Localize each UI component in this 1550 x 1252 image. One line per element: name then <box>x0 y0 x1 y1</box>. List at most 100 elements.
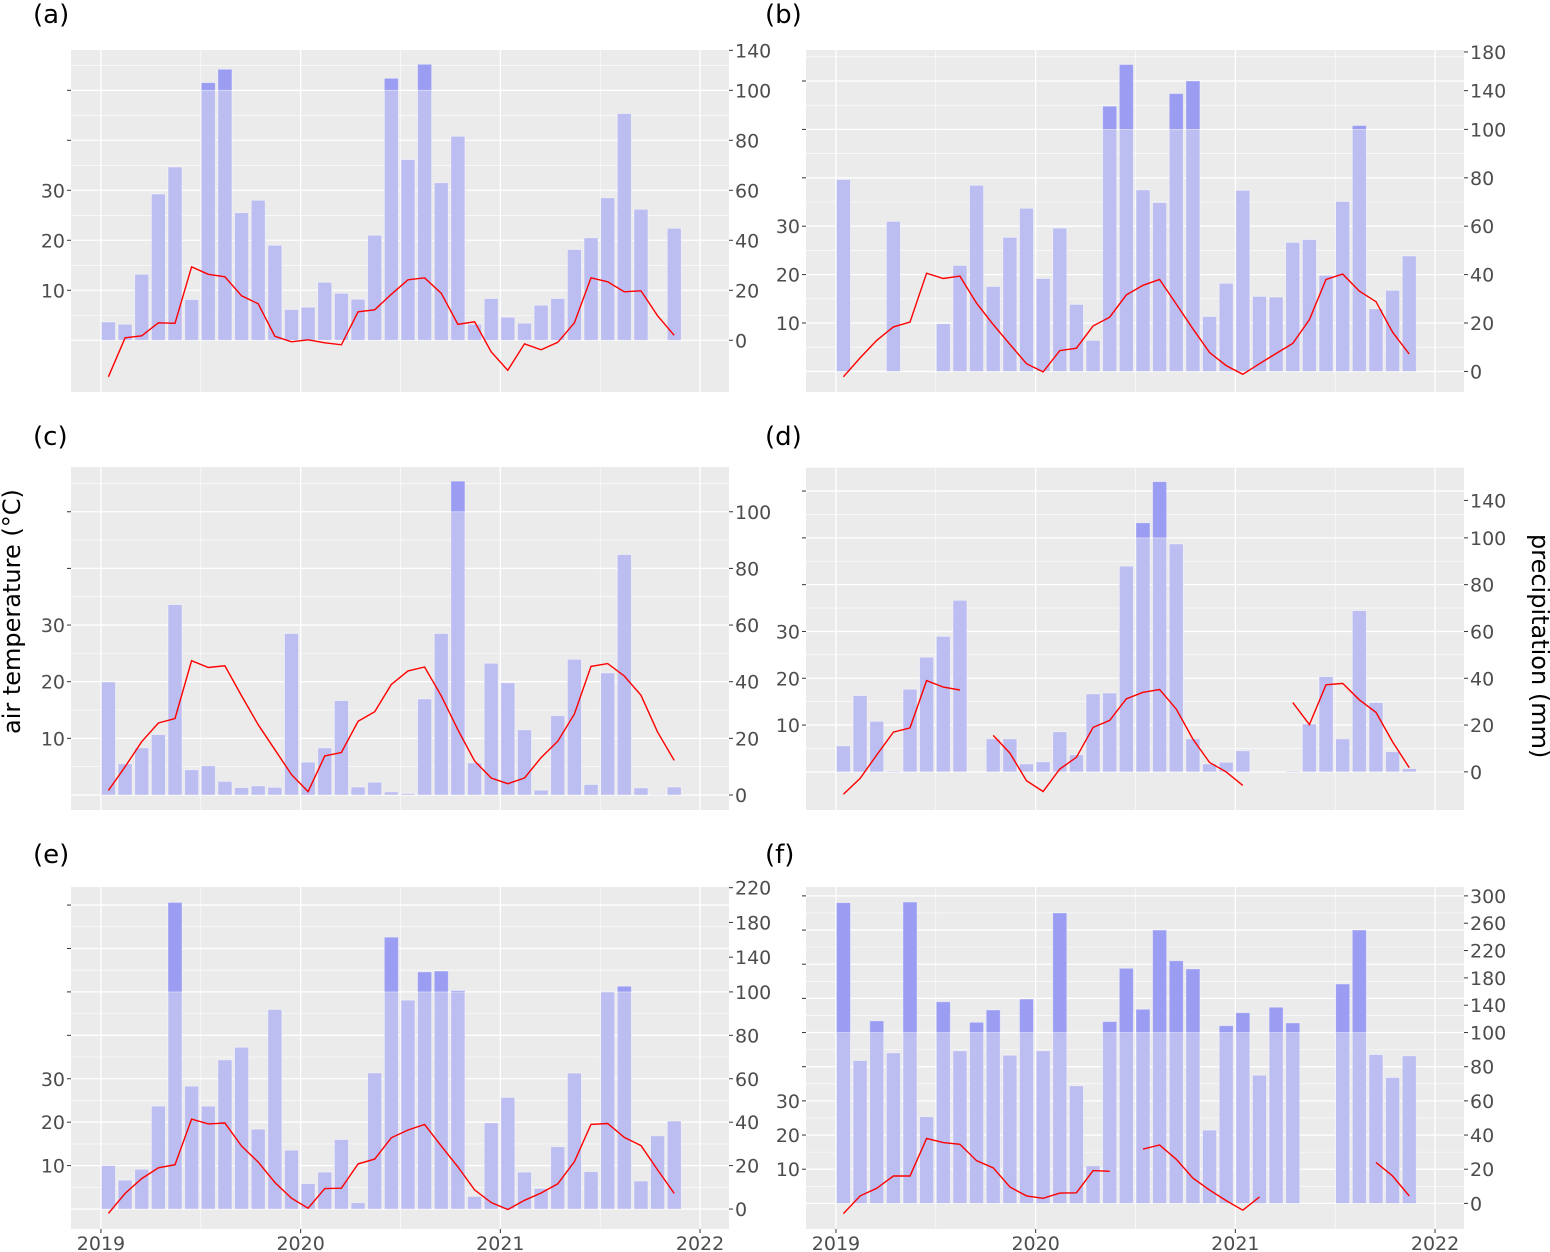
precip-tick-label: 80 <box>1470 1057 1494 1079</box>
precip-bar-above-break <box>935 1001 951 1033</box>
year-tick-label: 2022 <box>1411 1233 1459 1252</box>
precip-bar-above-break <box>1235 1012 1251 1033</box>
precip-bar <box>1351 128 1367 372</box>
precip-bar <box>300 761 316 796</box>
temp-tick-label: 20 <box>41 1112 65 1134</box>
precip-bar <box>533 1187 549 1210</box>
precip-bar <box>284 1149 299 1210</box>
precip-bar-above-break <box>383 77 399 91</box>
precip-tick-label: 100 <box>735 982 771 1004</box>
precip-tick-label: 140 <box>1470 490 1506 512</box>
precip-bar <box>836 745 851 773</box>
precip-tick-label: 60 <box>1470 621 1494 643</box>
precip-bar <box>1052 1032 1068 1204</box>
precip-bar <box>1085 340 1101 372</box>
precip-bar <box>101 1165 116 1210</box>
precip-bar <box>1318 274 1334 372</box>
precip-bar <box>317 1171 333 1210</box>
precip-bar <box>450 135 466 341</box>
precip-bar <box>1118 565 1134 773</box>
precip-bar <box>1385 751 1400 773</box>
precip-bar <box>217 780 233 796</box>
precip-bar <box>383 991 399 1210</box>
precip-bar <box>1002 1054 1018 1204</box>
precip-bar <box>1052 227 1068 372</box>
precip-bar <box>483 298 499 341</box>
precip-bar <box>334 1139 349 1210</box>
precip-bar <box>919 1116 935 1204</box>
precip-bar <box>1235 1032 1251 1204</box>
precip-tick-label: 80 <box>1470 575 1494 597</box>
precip-bar <box>1218 1032 1234 1204</box>
precip-bar <box>1302 239 1317 372</box>
precip-bar-above-break <box>969 1021 984 1033</box>
precip-bar <box>567 658 582 796</box>
precip-bar <box>885 220 901 372</box>
temperature-line <box>107 265 675 378</box>
precip-bar <box>1085 693 1101 773</box>
precip-bar <box>1302 723 1317 773</box>
precip-bar <box>1351 1032 1367 1204</box>
precip-bar <box>467 323 482 341</box>
precip-bar <box>1401 255 1417 372</box>
precip-bar-above-break <box>616 985 632 993</box>
precip-bar-above-break <box>902 901 918 1033</box>
precip-bar <box>267 786 283 796</box>
precip-bar <box>633 208 649 341</box>
precip-bar <box>1019 1032 1034 1204</box>
precip-bar <box>1102 128 1118 372</box>
precip-tick-label: 220 <box>1470 941 1506 963</box>
precip-bar <box>935 1032 951 1204</box>
precip-tick-label: 40 <box>1470 1125 1494 1147</box>
panel-label-f: (f) <box>765 840 795 870</box>
year-tick-label: 2019 <box>812 1233 860 1252</box>
precip-tick-label: 140 <box>1470 995 1506 1017</box>
precip-bar <box>1218 282 1234 372</box>
temp-tick-label: 10 <box>776 313 800 335</box>
precip-bar <box>1235 750 1251 773</box>
precip-bar <box>117 323 133 341</box>
precip-bar <box>1285 1032 1301 1204</box>
precip-bar <box>1401 768 1417 773</box>
precip-tick-label: 140 <box>735 40 771 62</box>
precip-bar <box>1351 610 1367 773</box>
temp-tick-label: 30 <box>41 180 65 202</box>
precip-bar <box>650 1135 665 1210</box>
precip-tick-label: 80 <box>735 130 759 152</box>
precip-bar <box>284 309 299 341</box>
temperature-line <box>842 1137 1110 1215</box>
temp-tick-label: 10 <box>776 715 800 737</box>
precip-bar <box>952 1050 968 1204</box>
precip-bar-above-break <box>1285 1022 1301 1033</box>
temperature-line <box>992 688 1244 793</box>
temp-tick-label: 20 <box>41 672 65 694</box>
precip-bar <box>1002 738 1018 773</box>
precip-bar <box>1135 537 1151 773</box>
precip-bar <box>1019 207 1034 372</box>
precip-bar <box>1168 128 1184 372</box>
precip-bar <box>184 299 200 341</box>
precip-bar <box>200 1105 216 1210</box>
precip-bar <box>134 1168 150 1210</box>
precip-bar <box>1202 763 1217 773</box>
temperature-line <box>107 659 675 793</box>
precip-tick-label: 20 <box>1470 715 1494 737</box>
precip-tick-label: 20 <box>735 728 759 750</box>
precip-bar-above-break <box>417 971 433 993</box>
precip-bar <box>1102 692 1118 773</box>
precip-tick-label: 20 <box>735 280 759 302</box>
precip-bar <box>134 747 150 796</box>
precip-bar <box>517 729 532 796</box>
precip-bar <box>383 89 399 341</box>
precip-bar <box>567 1072 582 1210</box>
precip-tick-label: 0 <box>1470 1193 1482 1215</box>
temp-tick-label: 10 <box>41 280 65 302</box>
precip-bar <box>1368 308 1384 372</box>
precip-bar <box>417 698 433 796</box>
precip-bar <box>1168 1032 1184 1204</box>
precip-bar <box>517 322 532 341</box>
precip-tick-label: 60 <box>735 615 759 637</box>
precip-bar-above-break <box>985 1009 1001 1033</box>
precip-bar <box>1118 1032 1134 1204</box>
precip-bar <box>117 1179 133 1210</box>
